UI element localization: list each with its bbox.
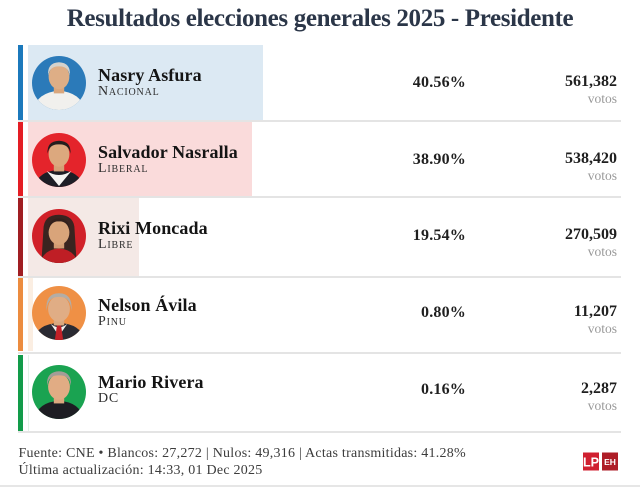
svg-text:EH: EH (604, 457, 616, 467)
svg-text:LP: LP (583, 455, 599, 469)
